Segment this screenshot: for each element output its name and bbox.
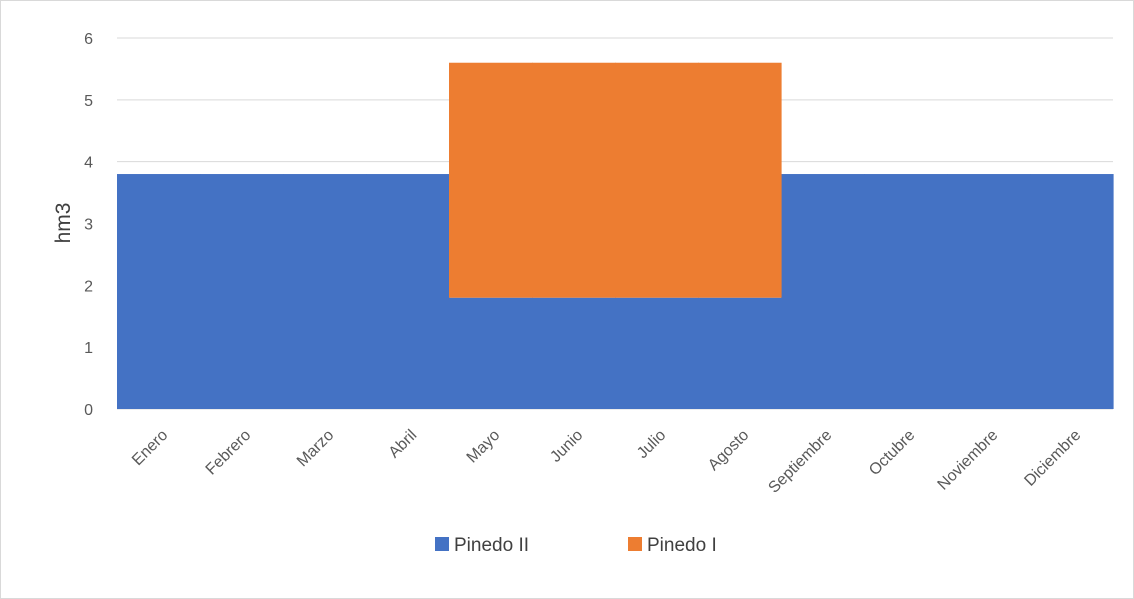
area-segment-pinedo-ii-abril [366,174,450,409]
x-tick-label: Junio [547,427,586,466]
area-segment-pinedo-ii-diciembre [1030,174,1114,409]
area-segment-pinedo-ii-mayo [449,297,533,409]
y-tick-label: 6 [84,31,93,48]
area-segment-pinedo-ii-agosto [698,297,782,409]
x-tick-label: Diciembre [1021,427,1084,490]
x-tick-label: Marzo [294,427,338,471]
area-segment-pinedo-ii-enero [117,174,201,409]
area-segment-pinedo-ii-septiembre [781,174,865,409]
area-segment-pinedo-ii-julio [615,297,699,409]
x-tick-label: Agosto [705,427,752,474]
x-tick-label: Octubre [866,427,918,479]
x-axis-ticks: Enero Febrero Marzo Abril Mayo Junio Julio Agos… [129,427,1084,497]
x-tick-label: Enero [129,427,171,469]
y-tick-label: 0 [84,402,93,419]
plot-areas [117,62,1114,409]
y-tick-label: 2 [84,278,93,295]
area-segment-pinedo-i-agosto [698,62,782,298]
area-segment-pinedo-i-junio [532,62,616,298]
area-segment-pinedo-ii-marzo [283,174,367,409]
area-segment-pinedo-ii-noviembre [947,174,1031,409]
legend-swatch [435,537,449,551]
y-tick-label: 5 [84,93,93,110]
area-segment-pinedo-i-julio [615,62,699,298]
legend: Pinedo II Pinedo I [435,535,717,556]
x-tick-label: Julio [634,427,669,462]
legend-swatch [628,537,642,551]
area-segment-pinedo-i-mayo [449,62,533,298]
area-segment-pinedo-ii-febrero [200,174,284,409]
x-tick-label: Septiembre [765,427,835,497]
area-segment-pinedo-ii-octubre [864,174,948,409]
legend-label: Pinedo II [454,535,529,556]
y-axis-label: hm3 [52,203,75,244]
y-tick-label: 1 [84,340,93,357]
legend-label: Pinedo I [647,535,717,556]
x-tick-label: Mayo [464,427,504,467]
y-axis-ticks: 0 1 2 3 4 5 6 [84,31,93,419]
y-tick-label: 4 [84,155,93,172]
y-tick-label: 3 [84,217,93,234]
x-tick-label: Abril [386,427,421,462]
x-tick-label: Febrero [203,427,255,479]
area-segment-pinedo-ii-junio [532,297,616,409]
x-tick-label: Noviembre [935,427,1002,494]
